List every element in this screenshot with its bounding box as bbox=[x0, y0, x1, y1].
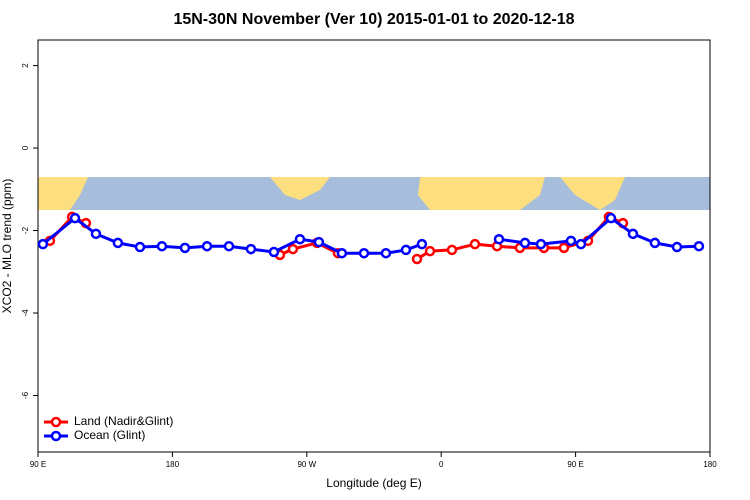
data-point bbox=[558, 242, 570, 254]
data-point bbox=[336, 247, 348, 259]
x-tick-label: 90 E bbox=[30, 460, 46, 469]
x-tick-label: 180 bbox=[703, 460, 717, 469]
legend-marker bbox=[50, 416, 62, 428]
data-point bbox=[287, 243, 299, 255]
data-point bbox=[446, 244, 458, 256]
data-point bbox=[493, 233, 505, 245]
data-point bbox=[575, 238, 587, 250]
legend-label: Land (Nadir&Glint) bbox=[74, 414, 173, 428]
data-point bbox=[535, 238, 547, 250]
data-point bbox=[223, 240, 235, 252]
data-point bbox=[671, 241, 683, 253]
data-point bbox=[358, 247, 370, 259]
x-tick-label: 180 bbox=[166, 460, 180, 469]
data-point bbox=[424, 245, 436, 257]
legend-label: Ocean (Glint) bbox=[74, 428, 145, 442]
data-point bbox=[605, 212, 617, 224]
data-point bbox=[400, 244, 412, 256]
data-point bbox=[693, 240, 705, 252]
y-tick-label: -2 bbox=[21, 226, 30, 234]
x-axis-label: Longitude (deg E) bbox=[326, 476, 421, 490]
data-point bbox=[245, 243, 257, 255]
legend-marker bbox=[50, 430, 62, 442]
x-tick-label: 90 W bbox=[297, 460, 316, 469]
data-point bbox=[627, 228, 639, 240]
y-tick-label: 2 bbox=[21, 63, 30, 68]
x-tick-label: 90 E bbox=[567, 460, 583, 469]
data-point bbox=[90, 228, 102, 240]
data-point bbox=[416, 238, 428, 250]
y-tick-label: -4 bbox=[21, 309, 30, 317]
data-point bbox=[156, 240, 168, 252]
data-point bbox=[519, 237, 531, 249]
data-point bbox=[112, 237, 124, 249]
data-point bbox=[649, 237, 661, 249]
data-point bbox=[469, 238, 481, 250]
x-tick-label: 0 bbox=[439, 460, 444, 469]
data-point bbox=[37, 238, 49, 250]
plot-frame bbox=[37, 39, 711, 453]
data-point bbox=[380, 247, 392, 259]
data-point bbox=[411, 253, 423, 265]
data-point bbox=[179, 242, 191, 254]
map-band bbox=[38, 177, 710, 210]
chart-title: 15N-30N November (Ver 10) 2015-01-01 to … bbox=[173, 11, 574, 28]
y-tick-label: 0 bbox=[21, 145, 30, 150]
data-point bbox=[69, 212, 81, 224]
data-point bbox=[313, 236, 325, 248]
data-point bbox=[134, 241, 146, 253]
data-point bbox=[201, 240, 213, 252]
data-point bbox=[268, 246, 280, 258]
data-point bbox=[565, 235, 577, 247]
data-point bbox=[294, 233, 306, 245]
y-axis-label: XCO2 - MLO trend (ppm) bbox=[0, 179, 14, 314]
y-tick-label: -6 bbox=[21, 391, 30, 399]
